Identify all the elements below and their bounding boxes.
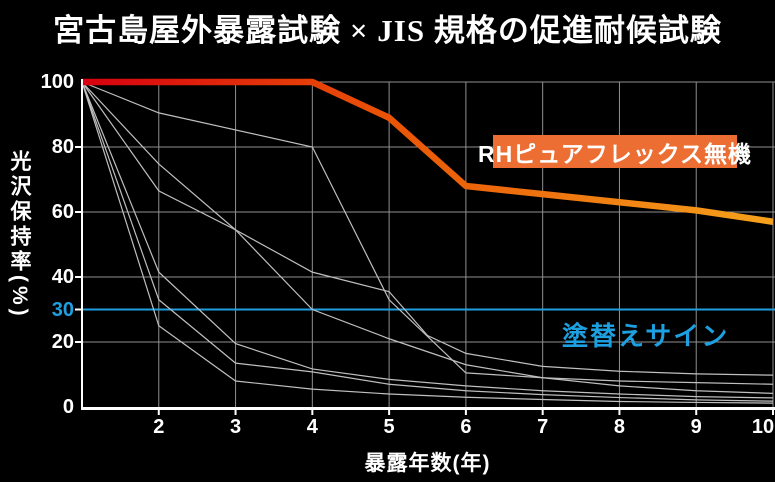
y-tick-label: 0 — [62, 396, 74, 418]
chart-title: 宮古島屋外暴露試験 × JIS 規格の促進耐候試験 — [53, 13, 722, 48]
x-tick-label: 5 — [383, 416, 395, 438]
comparison-line — [81, 81, 774, 385]
y-tick-label: 80 — [51, 136, 74, 158]
y-axis-label: 光沢保持率(%) — [8, 150, 31, 320]
comparison-line — [81, 81, 774, 376]
highlight-line — [82, 78, 774, 225]
x-tick-label: 7 — [537, 416, 549, 438]
x-tick-label: 2 — [153, 416, 165, 438]
y-tick-label: 40 — [51, 266, 74, 288]
comparison-line — [81, 81, 774, 402]
x-tick-label: 3 — [229, 416, 242, 438]
comparison-line — [81, 81, 774, 394]
y-tick-label: 30 — [51, 298, 74, 321]
x-tick-label: 10 — [751, 416, 775, 438]
comparison-line — [81, 81, 774, 399]
y-tick-label: 60 — [51, 201, 74, 223]
x-tick-label: 8 — [613, 416, 625, 438]
comparison-line — [81, 81, 774, 404]
x-tick-label: 6 — [460, 416, 472, 438]
y-tick-label: 20 — [51, 331, 74, 353]
x-axis-label: 暴露年数(年) — [364, 452, 491, 475]
x-tick-label: 9 — [690, 416, 702, 438]
highlight-series-badge: RHピュアフレックス無機 — [478, 135, 751, 168]
repaint-sign-label: 塗替えサイン — [562, 321, 730, 351]
y-tick-label: 100 — [40, 71, 74, 93]
x-tick-label: 4 — [306, 416, 318, 438]
